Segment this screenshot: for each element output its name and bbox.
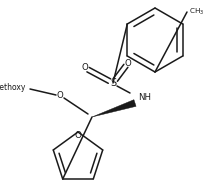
- Text: O: O: [81, 64, 88, 73]
- Text: O: O: [124, 59, 131, 68]
- Text: O: O: [74, 131, 81, 140]
- Text: methoxy: methoxy: [0, 84, 26, 93]
- Text: NH: NH: [137, 94, 150, 103]
- Text: CH$_3$: CH$_3$: [188, 7, 203, 17]
- Polygon shape: [92, 100, 135, 117]
- Text: S: S: [109, 78, 115, 88]
- Text: O: O: [56, 92, 63, 100]
